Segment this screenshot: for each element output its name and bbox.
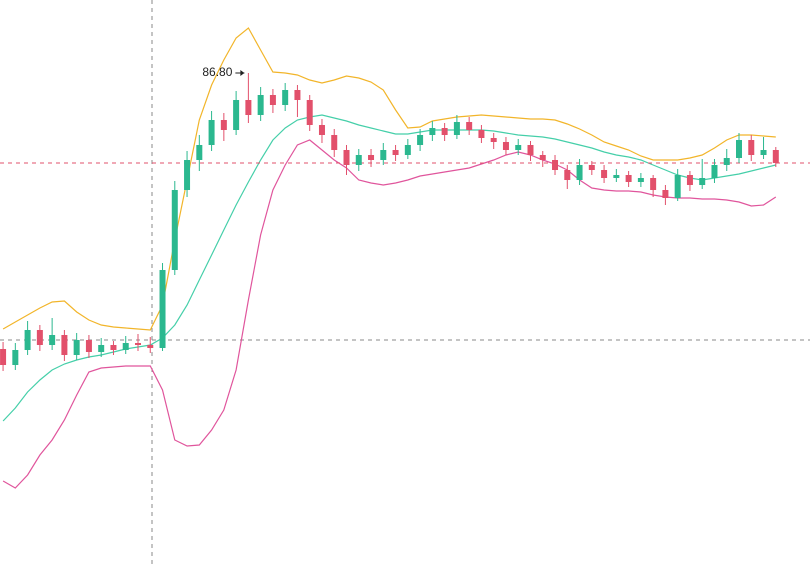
candle-body: [392, 150, 399, 155]
candle-body: [637, 178, 644, 182]
band-line: [2, 114, 776, 422]
candle-body: [306, 100, 313, 125]
candle-body: [294, 90, 301, 100]
candle-body: [36, 330, 43, 345]
candle-body: [699, 178, 706, 185]
candle-body: [736, 140, 743, 158]
candle-body: [233, 100, 240, 130]
candle-body: [502, 142, 509, 150]
max-arrowhead: [240, 70, 245, 76]
candle-body: [650, 178, 657, 190]
band-line: [2, 139, 777, 489]
candle-body: [613, 175, 620, 178]
candle-body: [85, 340, 92, 352]
candle-body: [429, 128, 436, 135]
candle-body: [269, 95, 276, 105]
candle-body: [368, 155, 375, 160]
candle-body: [61, 335, 68, 355]
candle-body: [466, 122, 473, 130]
candle-body: [282, 90, 289, 105]
candle-body: [527, 145, 534, 155]
candle-body: [110, 345, 117, 350]
candle-body: [24, 330, 31, 350]
candle-body: [355, 155, 362, 165]
candle-body: [122, 343, 129, 350]
candle-body: [404, 145, 411, 155]
candle-body: [748, 140, 755, 155]
candle-body: [686, 175, 693, 185]
candle-body: [98, 345, 105, 352]
candle-body: [539, 155, 546, 160]
candle-body: [343, 150, 350, 165]
candle-body: [257, 95, 264, 115]
candle-body: [601, 170, 608, 178]
candle-body: [662, 190, 669, 198]
candle-body: [159, 270, 166, 348]
candle-body: [625, 175, 632, 182]
candle-body: [453, 122, 460, 135]
candle-body: [515, 145, 522, 150]
candle-body: [588, 165, 595, 170]
band-line: [2, 27, 776, 331]
candle-body: [147, 345, 154, 348]
candle-body: [441, 128, 448, 135]
candle-body: [674, 175, 681, 198]
candle-body: [576, 165, 583, 180]
candle-body: [318, 125, 325, 135]
candle-body: [12, 350, 19, 365]
candle-body: [331, 135, 338, 150]
candle-body: [772, 150, 779, 163]
candle-body: [564, 170, 571, 180]
candle-body: [723, 158, 730, 165]
candle-body: [0, 349, 7, 365]
candle-body: [49, 335, 56, 345]
candle-body: [490, 138, 497, 142]
candle-body: [220, 120, 227, 130]
candle-body: [711, 165, 718, 178]
candle-body: [196, 145, 203, 160]
candle-body: [760, 150, 767, 155]
candle-body: [134, 343, 141, 345]
candle-body: [184, 160, 191, 190]
max-label: 86.80: [202, 65, 232, 79]
candle-body: [478, 130, 485, 138]
candle-body: [245, 100, 252, 115]
candle-body: [380, 150, 387, 160]
candle-body: [208, 120, 215, 145]
candle-body: [552, 160, 559, 170]
candle-body: [171, 190, 178, 270]
candle-body: [73, 340, 80, 355]
candle-body: [417, 135, 424, 145]
